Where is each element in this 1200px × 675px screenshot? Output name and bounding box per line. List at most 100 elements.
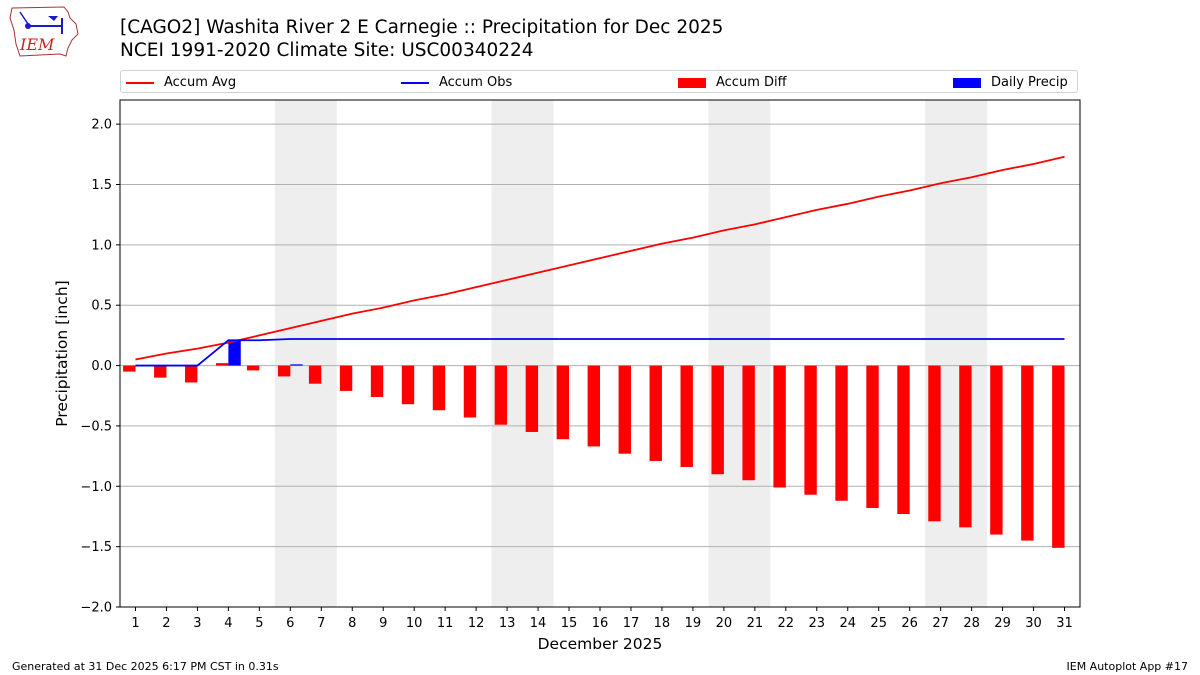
x-tick-label: 14: [530, 616, 547, 631]
accum-diff-bar: [556, 365, 570, 440]
accum-diff-bar: [649, 365, 662, 461]
legend-item-daily-precip: Daily Precip: [953, 71, 1068, 94]
legend-item-accum-diff: Accum Diff: [678, 71, 787, 94]
legend-item-accum-obs: Accum Obs: [401, 71, 512, 94]
accum-diff-bar: [308, 365, 322, 384]
accum-diff-bar: [866, 365, 879, 509]
accum-diff-bar: [742, 365, 755, 481]
legend-swatch-accum-diff: [678, 77, 706, 88]
x-tick-label: 15: [561, 616, 578, 631]
accum-diff-bar: [525, 365, 539, 432]
footer-app-text: IEM Autoplot App #17: [1066, 660, 1189, 673]
x-tick-label: 5: [255, 616, 263, 631]
accum-diff-bar: [216, 363, 229, 366]
accum-avg-line: [135, 155, 1065, 361]
x-tick-label: 25: [870, 616, 887, 631]
legend-label-accum-avg: Accum Avg: [164, 75, 237, 90]
weekend-shade: [274, 100, 337, 607]
accum-diff-bar: [959, 365, 972, 528]
accum-diff-bar: [123, 365, 136, 372]
accum-diff-bar: [463, 365, 477, 418]
x-tick-label: 28: [963, 616, 980, 631]
x-tick-label: 27: [932, 616, 949, 631]
x-tick-label: 6: [286, 616, 294, 631]
x-tick-label: 31: [1056, 616, 1073, 631]
x-tick-label: 2: [162, 616, 170, 631]
y-tick-label: 0.0: [91, 359, 112, 374]
y-tick-label: 1.0: [91, 238, 112, 253]
x-tick-label: 13: [499, 616, 516, 631]
accum-diff-bar: [432, 365, 446, 411]
y-tick-label: −2.0: [80, 601, 112, 616]
iem-logo: IEM: [9, 6, 79, 57]
x-tick-label: 4: [224, 616, 232, 631]
weekend-shade: [491, 100, 554, 607]
x-tick-label: 11: [437, 616, 454, 631]
footer-generated-text: Generated at 31 Dec 2025 6:17 PM CST in …: [12, 660, 279, 673]
accum-diff-bar: [185, 365, 198, 383]
legend-item-accum-avg: Accum Avg: [126, 71, 236, 94]
x-tick-label: 21: [747, 616, 764, 631]
y-tick-label: 2.0: [91, 118, 112, 133]
accum-diff-bar: [928, 365, 941, 522]
accum-diff-bar: [154, 365, 167, 378]
y-tick-label: 1.5: [91, 178, 112, 193]
x-tick-label: 8: [348, 616, 356, 631]
accum-diff-bar: [370, 365, 384, 397]
y-axis-label: Precipitation [inch]: [53, 280, 71, 426]
legend-label-accum-obs: Accum Obs: [439, 75, 513, 90]
x-tick-label: 30: [1025, 616, 1042, 631]
accum-obs-line: [135, 338, 1065, 367]
accum-diff-bar: [804, 365, 817, 495]
x-tick-label: 12: [468, 616, 485, 631]
x-axis-label: December 2025: [538, 635, 663, 653]
weekend-shade: [708, 100, 771, 607]
accum-diff-bar: [339, 365, 353, 391]
accum-diff-bar: [618, 365, 631, 454]
x-tick-label: 16: [592, 616, 609, 631]
accum-diff-bar: [587, 365, 600, 447]
accum-diff-bar: [246, 365, 260, 371]
accum-diff-bar: [1052, 365, 1065, 548]
x-tick-label: 24: [839, 616, 856, 631]
legend-swatch-accum-avg: [126, 81, 154, 84]
x-tick-label: 9: [379, 616, 387, 631]
x-tick-label: 1: [131, 616, 139, 631]
legend-label-accum-diff: Accum Diff: [716, 75, 787, 90]
chart-title: [CAGO2] Washita River 2 E Carnegie :: Pr…: [120, 17, 724, 38]
x-tick-label: 17: [623, 616, 640, 631]
x-tick-label: 18: [654, 616, 671, 631]
chart-subtitle: NCEI 1991-2020 Climate Site: USC00340224: [120, 40, 534, 61]
accum-diff-bar: [277, 365, 291, 377]
x-tick-label: 10: [406, 616, 423, 631]
accum-diff-bar: [1021, 365, 1034, 541]
daily-precip-bar: [290, 364, 303, 366]
logo-vane: [19, 11, 29, 25]
x-tick-label: 29: [994, 616, 1011, 631]
accum-diff-bar: [401, 365, 415, 405]
x-tick-label: 3: [193, 616, 201, 631]
x-tick-label: 7: [317, 616, 325, 631]
accum-diff-bar: [711, 365, 724, 475]
accum-diff-bar: [494, 365, 508, 425]
accum-diff-bar: [680, 365, 693, 467]
accum-diff-bar: [835, 365, 848, 501]
chart-legend: Accum Avg Accum Obs Accum Diff Daily Pre…: [120, 70, 1078, 93]
x-tick-label: 20: [716, 616, 733, 631]
y-tick-label: 0.5: [91, 299, 112, 314]
x-tick-label: 22: [778, 616, 795, 631]
legend-label-daily-precip: Daily Precip: [991, 75, 1068, 90]
y-tick-label: −1.0: [80, 480, 112, 495]
x-tick-label: 23: [809, 616, 826, 631]
accum-diff-bar: [990, 365, 1003, 535]
logo-flag: [48, 16, 58, 21]
legend-swatch-accum-obs: [401, 81, 429, 84]
x-tick-label: 19: [685, 616, 702, 631]
x-tick-label: 26: [901, 616, 918, 631]
y-tick-label: −0.5: [80, 419, 112, 434]
y-tick-label: −1.5: [80, 540, 112, 555]
legend-swatch-daily-precip: [953, 77, 981, 88]
daily-precip-bar: [228, 340, 241, 366]
accum-diff-bar: [897, 365, 910, 515]
